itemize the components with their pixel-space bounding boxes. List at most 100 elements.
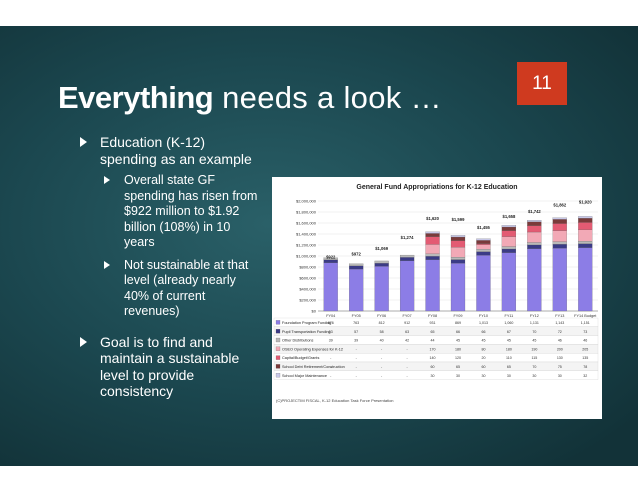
legend-label: School Major Maintenance xyxy=(282,374,327,378)
bar-segment xyxy=(527,242,542,246)
table-cell: 912 xyxy=(404,321,410,325)
table-cell: 869 xyxy=(455,321,461,325)
y-tick-label: $400,000 xyxy=(299,287,316,292)
table-cell: - xyxy=(356,365,358,369)
table-row xyxy=(273,370,599,380)
table-cell: 57 xyxy=(354,330,358,334)
chart-title: General Fund Appropriations for K-12 Edu… xyxy=(356,184,517,191)
bar-segment xyxy=(501,236,517,247)
bar-segment xyxy=(450,236,466,241)
bar-segment xyxy=(374,266,389,312)
table-cell: 70 xyxy=(532,330,536,334)
bar-segment xyxy=(527,248,542,312)
table-cell: - xyxy=(381,347,383,351)
bar-segment xyxy=(323,257,338,261)
x-tick-label: FY12 xyxy=(530,314,539,318)
table-cell: - xyxy=(406,365,408,369)
bar-segment xyxy=(450,247,466,258)
table-cell: 45 xyxy=(507,339,511,343)
arrow-bullet-icon xyxy=(80,336,87,347)
table-cell: 80 xyxy=(481,347,485,351)
legend-swatch xyxy=(275,355,281,360)
bar-segment xyxy=(578,241,593,244)
table-cell: 1,131 xyxy=(530,321,539,325)
table-cell: 73 xyxy=(583,330,587,334)
bar-segment xyxy=(501,230,517,237)
table-cell: - xyxy=(330,374,332,378)
table-cell: 30 xyxy=(481,374,485,378)
legend-label: Other Distributions xyxy=(282,339,314,343)
table-cell: - xyxy=(330,365,332,369)
chart-image: General Fund Appropriations for K-12 Edu… xyxy=(272,177,602,419)
table-cell: 1,151 xyxy=(581,321,590,325)
table-cell: 44 xyxy=(431,339,435,343)
bar-segment xyxy=(527,244,542,249)
bar-segment xyxy=(476,255,491,312)
table-cell: 63 xyxy=(405,330,409,334)
bar-segment xyxy=(527,225,542,233)
bar-segment xyxy=(399,254,415,258)
table-cell: - xyxy=(356,356,358,360)
table-cell: - xyxy=(406,356,408,360)
bar-total-label: $1,862 xyxy=(553,203,566,208)
bar-segment xyxy=(476,244,491,250)
table-cell: 30 xyxy=(431,374,435,378)
bar-segment xyxy=(450,263,466,312)
y-tick-label: $1,600,000 xyxy=(296,221,317,226)
table-cell: 876 xyxy=(328,321,334,325)
bar-segment xyxy=(323,262,338,312)
chart-bars xyxy=(323,216,593,312)
table-cell: 66 xyxy=(456,330,460,334)
bar-segment xyxy=(425,253,440,257)
table-cell: - xyxy=(381,365,383,369)
x-tick-label: FY05 xyxy=(352,314,361,318)
bar-segment xyxy=(374,260,389,264)
bar-segment xyxy=(578,222,593,230)
table-cell: 190 xyxy=(531,347,537,351)
y-tick-label: $600,000 xyxy=(299,276,316,281)
bar-segment xyxy=(578,247,593,312)
bullet-text: Goal is to find and maintain a sustainab… xyxy=(100,333,240,400)
legend-label: OSEO Operating Expenses for K-12 xyxy=(282,347,343,351)
bar-segment xyxy=(399,257,415,261)
table-cell: - xyxy=(406,347,408,351)
table-row xyxy=(273,353,599,363)
appropriations-chart: General Fund Appropriations for K-12 Edu… xyxy=(273,184,599,403)
table-cell: 53 xyxy=(329,330,333,334)
table-cell: - xyxy=(381,356,383,360)
table-cell: 65 xyxy=(507,365,511,369)
table-cell: - xyxy=(330,356,332,360)
legend-swatch xyxy=(275,337,281,343)
bar-total-label: $1,742 xyxy=(528,209,541,214)
table-cell: 170 xyxy=(430,347,436,351)
table-cell: - xyxy=(381,374,383,378)
sub-bullet-item: Not sustainable at that level (already n… xyxy=(80,258,260,320)
x-tick-label: FY06 xyxy=(377,314,386,318)
chart-footer: (C)PROJECTIM FISCAL, K-12 Education Task… xyxy=(276,398,394,403)
bar-segment xyxy=(476,243,491,245)
bar-total-label: $1,455 xyxy=(477,225,490,230)
table-cell: 32 xyxy=(583,374,587,378)
table-cell: 45 xyxy=(532,339,536,343)
bar-total-label: $1,620 xyxy=(426,216,439,221)
bar-segment xyxy=(578,243,593,248)
table-cell: 931 xyxy=(430,321,436,325)
slide-title-rest: needs a look … xyxy=(213,80,442,115)
bar-total-label: $1,599 xyxy=(452,217,465,222)
x-tick-label: FY08 xyxy=(428,314,437,318)
table-cell: 45 xyxy=(456,339,460,343)
legend-label: School Debt Retirement/Construction xyxy=(282,365,345,369)
bar-segment xyxy=(425,256,440,260)
bar-segment xyxy=(349,268,364,312)
table-cell: 40 xyxy=(380,339,384,343)
bar-segment xyxy=(527,221,542,226)
bullet-text: Education (K-12) spending as an example xyxy=(100,134,252,167)
arrow-bullet-icon xyxy=(80,137,87,147)
table-cell: 58 xyxy=(380,330,384,334)
bullet-item: Education (K-12) spending as an example xyxy=(80,134,260,167)
table-cell: 75 xyxy=(558,365,562,369)
table-cell: 812 xyxy=(379,321,385,325)
legend-swatch xyxy=(275,329,281,334)
slide-number-badge: 11 xyxy=(517,62,567,105)
bar-segment xyxy=(501,226,517,231)
